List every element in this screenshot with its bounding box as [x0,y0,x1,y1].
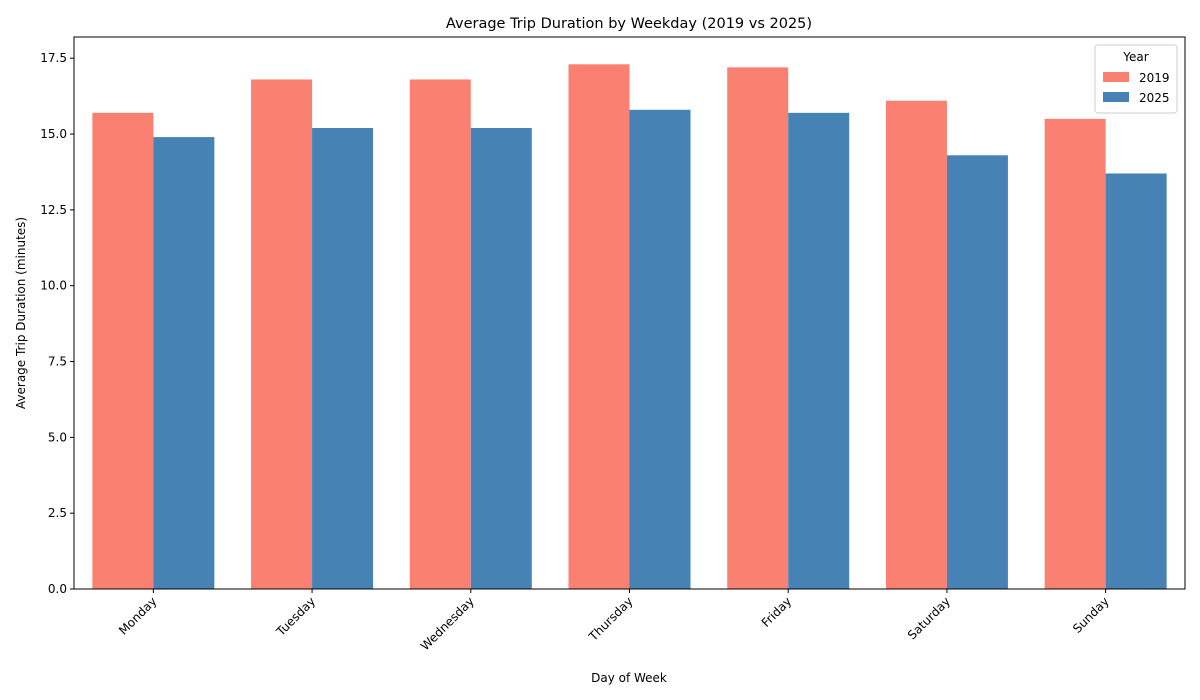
bar-2019-tuesday [251,79,313,589]
x-tick-label-wednesday: Wednesday [418,594,477,653]
y-tick-label: 12.5 [40,203,67,217]
y-tick-label: 7.5 [48,355,67,369]
bar-2019-sunday [1044,118,1106,589]
bar-2019-saturday [885,100,947,589]
legend-label-2025: 2025 [1139,91,1170,105]
bar-2019-friday [727,67,789,590]
y-tick-label: 15.0 [40,127,67,141]
legend-swatch-2019 [1103,72,1129,82]
bar-2025-tuesday [312,127,374,589]
legend-title: Year [1122,50,1148,64]
y-tick-label: 5.0 [48,430,67,444]
x-axis-title: Day of Week [591,671,667,685]
bar-2019-wednesday [409,79,471,589]
bar-2025-wednesday [470,127,532,589]
bar-2025-monday [153,137,215,590]
legend: Year 2019 2025 [1094,44,1178,114]
x-tick-label-sunday: Sunday [1070,594,1112,636]
x-tick-label-thursday: Thursday [586,594,636,644]
x-tick-label-saturday: Saturday [905,594,953,642]
bar-2025-thursday [629,109,691,590]
y-axis-title: Average Trip Duration (minutes) [14,217,28,409]
legend-label-2019: 2019 [1139,71,1170,85]
y-tick-label: 0.0 [48,582,67,596]
chart-title: Average Trip Duration by Weekday (2019 v… [446,16,812,32]
x-tick-label-monday: Monday [116,594,159,637]
bar-2025-friday [788,112,850,590]
bar-2025-sunday [1105,173,1167,589]
bar-2025-saturday [946,155,1008,590]
legend-swatch-2025 [1103,92,1129,102]
plot-area: 0.0 2.5 5.0 7.5 10.0 12.5 15.0 17.5 Monday Tuesda… [40,36,1186,653]
x-tick-label-tuesday: Tuesday [273,594,318,639]
bar-2019-monday [92,112,154,590]
y-tick-label: 17.5 [40,51,67,65]
y-tick-label: 10.0 [40,279,67,293]
bar-2019-thursday [568,64,630,590]
y-tick-label: 2.5 [48,506,67,520]
x-tick-label-friday: Friday [759,594,795,630]
